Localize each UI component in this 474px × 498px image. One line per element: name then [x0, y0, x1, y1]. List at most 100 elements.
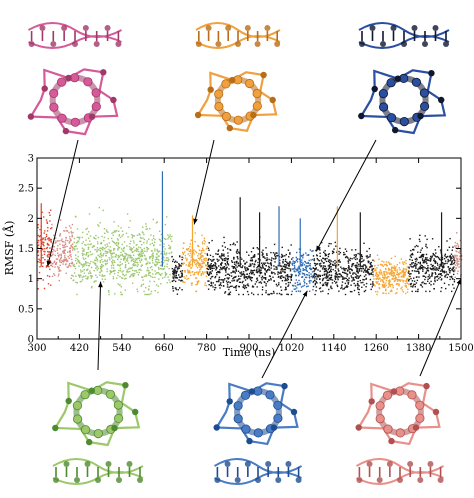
- data-point: [187, 248, 190, 250]
- data-point: [44, 237, 46, 239]
- nucleotide-bead: [81, 425, 91, 435]
- data-point: [104, 259, 106, 261]
- data-point: [414, 286, 416, 288]
- data-point: [299, 269, 302, 271]
- data-point: [139, 256, 141, 258]
- data-point: [323, 267, 326, 270]
- data-point: [330, 260, 332, 262]
- data-point: [60, 254, 62, 257]
- data-point: [285, 283, 287, 285]
- data-point: [416, 263, 418, 266]
- data-point: [175, 272, 177, 275]
- data-point: [289, 270, 292, 272]
- data-point: [138, 269, 140, 271]
- data-point: [333, 248, 335, 250]
- data-point: [407, 283, 410, 285]
- nucleotide-bead: [428, 70, 435, 77]
- data-point: [66, 259, 68, 262]
- data-point: [85, 277, 87, 280]
- data-point: [263, 256, 265, 258]
- data-point: [410, 282, 413, 285]
- data-point: [343, 251, 345, 254]
- data-point: [159, 273, 161, 276]
- data-point: [104, 232, 106, 234]
- data-point: [207, 261, 209, 264]
- data-point: [149, 274, 151, 277]
- data-point: [309, 265, 311, 267]
- data-point: [316, 282, 318, 284]
- data-point: [361, 257, 363, 260]
- data-point: [454, 245, 456, 247]
- nucleotide-bead: [244, 461, 251, 467]
- data-point: [458, 258, 461, 260]
- data-point: [156, 263, 158, 265]
- data-point: [156, 250, 159, 252]
- data-point: [62, 252, 65, 254]
- data-point: [383, 274, 386, 276]
- data-point: [281, 275, 283, 277]
- data-point: [205, 275, 208, 277]
- data-point: [71, 263, 74, 265]
- data-point: [68, 262, 71, 265]
- data-point: [251, 263, 254, 265]
- data-point: [121, 253, 123, 256]
- data-point: [316, 263, 318, 265]
- data-point: [124, 278, 126, 280]
- data-point: [210, 271, 212, 273]
- callout-line: [261, 290, 308, 379]
- data-point: [100, 269, 102, 271]
- data-point: [301, 264, 304, 266]
- data-point: [424, 272, 427, 275]
- data-point: [199, 257, 201, 259]
- data-point: [356, 282, 359, 285]
- data-point: [95, 280, 97, 282]
- data-point: [64, 256, 66, 259]
- data-point: [386, 273, 388, 275]
- nucleotide-bead: [386, 78, 396, 88]
- data-point: [182, 247, 184, 249]
- data-point: [345, 268, 347, 270]
- data-point: [440, 279, 442, 281]
- data-point: [112, 234, 114, 236]
- data-point: [256, 267, 258, 269]
- data-point: [291, 274, 293, 276]
- data-point: [361, 270, 363, 272]
- data-point: [109, 259, 111, 261]
- data-point: [413, 270, 416, 272]
- data-point: [356, 258, 358, 260]
- data-point: [328, 264, 331, 266]
- data-point: [80, 269, 82, 271]
- data-point: [82, 257, 84, 259]
- data-point: [197, 265, 200, 267]
- data-point: [410, 253, 412, 256]
- data-point: [283, 266, 286, 268]
- data-point: [196, 280, 198, 283]
- data-point: [173, 270, 176, 272]
- data-point: [323, 268, 326, 270]
- data-point: [107, 231, 109, 233]
- data-point: [117, 254, 119, 257]
- data-point: [52, 248, 54, 250]
- data-point: [452, 246, 454, 248]
- data-point: [252, 286, 255, 288]
- data-point: [291, 263, 293, 265]
- data-point: [450, 276, 453, 278]
- data-point: [311, 250, 313, 252]
- data-point: [261, 279, 263, 281]
- data-point: [380, 270, 382, 272]
- data-point: [164, 276, 166, 278]
- data-point: [444, 255, 446, 257]
- data-point: [221, 268, 223, 271]
- data-point: [320, 265, 322, 268]
- data-point: [73, 272, 76, 274]
- nucleotide-bead: [407, 390, 417, 400]
- data-point: [101, 270, 103, 272]
- data-point: [309, 279, 311, 282]
- data-point: [369, 262, 371, 265]
- data-point: [285, 267, 287, 269]
- data-point: [93, 262, 96, 264]
- data-point: [294, 288, 297, 290]
- data-point: [439, 273, 441, 275]
- callout-line: [419, 278, 462, 377]
- data-point: [282, 269, 284, 271]
